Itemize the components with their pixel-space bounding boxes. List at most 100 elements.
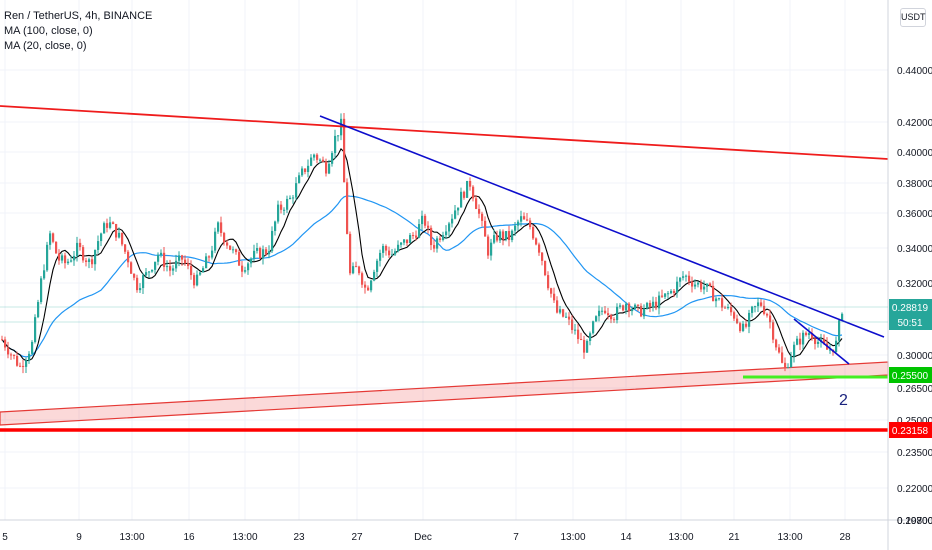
candle-body <box>202 268 205 273</box>
candle-body <box>418 224 421 238</box>
candle-body <box>652 301 655 308</box>
candle-body <box>562 309 565 317</box>
candle-body <box>433 245 436 249</box>
x-tick-label: 5 <box>2 532 8 543</box>
candle-body <box>379 252 382 261</box>
candle-body <box>553 293 556 301</box>
candle-body <box>694 284 697 287</box>
candle-body <box>679 277 682 282</box>
candle-body <box>22 365 25 367</box>
legend-ma100[interactable]: MA (100, close, 0) <box>4 25 93 37</box>
candle-body <box>145 272 148 276</box>
candle-body <box>196 274 199 286</box>
grid <box>0 0 888 521</box>
x-tick-label: 23 <box>293 532 305 543</box>
candle-body <box>736 318 739 324</box>
candle-body <box>34 317 37 342</box>
candle-body <box>718 298 721 300</box>
candle-body <box>334 135 337 154</box>
candle-body <box>727 306 730 309</box>
candle-body <box>811 333 814 339</box>
candle-body <box>43 270 46 279</box>
currency-button[interactable]: USDT <box>900 8 926 27</box>
candle-body <box>421 215 424 225</box>
candle-body <box>577 329 580 340</box>
candle-body <box>439 238 442 240</box>
candle-body <box>430 227 433 246</box>
upper-resistance-line <box>0 105 889 160</box>
candle-body <box>640 305 643 317</box>
candle-body <box>814 338 817 344</box>
candle-body <box>298 175 301 184</box>
candle-body <box>235 249 238 253</box>
y-tick-label: 0.34000 <box>897 244 932 255</box>
candle-body <box>16 355 19 366</box>
candle-body <box>688 275 691 282</box>
candle-body <box>781 352 784 363</box>
candle-body <box>112 222 115 225</box>
candle-body <box>685 275 688 277</box>
candle-body <box>52 233 55 242</box>
candle-body <box>295 183 298 198</box>
candle-body <box>706 283 709 287</box>
candle-body <box>514 225 517 231</box>
price-marker-label: 0.23158 <box>892 426 929 437</box>
price-marker-label: 50:51 <box>897 318 922 329</box>
candle-body <box>370 280 373 291</box>
candle-body <box>565 316 568 318</box>
trendlines[interactable] <box>0 105 889 432</box>
x-tick-label: 13:00 <box>668 532 693 543</box>
candle-body <box>646 302 649 309</box>
candle-body <box>67 261 70 264</box>
candle-body <box>190 265 193 276</box>
y-tick-label: 0.19700 <box>897 516 932 527</box>
candle-body <box>631 308 634 312</box>
candle-body <box>25 360 28 367</box>
candle-body <box>436 238 439 249</box>
candlesticks[interactable] <box>1 112 844 374</box>
candle-body <box>109 222 112 228</box>
candle-body <box>142 275 145 289</box>
candle-body <box>70 260 73 262</box>
candle-body <box>574 329 577 331</box>
price-markers: 0.28819 50:51 0.25500 0.23158 <box>0 299 932 438</box>
candle-body <box>265 249 268 255</box>
candle-body <box>328 163 331 174</box>
candle-body <box>616 306 619 321</box>
candle-body <box>286 198 289 210</box>
candle-body <box>700 282 703 290</box>
candle-body <box>94 249 97 265</box>
candle-body <box>478 208 481 214</box>
candle-body <box>391 254 394 256</box>
candle-body <box>427 225 430 228</box>
y-tick-label: 0.23500 <box>897 448 932 459</box>
candle-body <box>325 161 328 174</box>
legend-symbol[interactable]: Ren / TetherUS, 4h, BINANCE <box>4 10 153 22</box>
y-tick-label: 0.26500 <box>897 384 932 395</box>
candle-body <box>37 302 40 318</box>
candle-body <box>262 249 265 259</box>
candle-body <box>169 266 172 271</box>
legend-ma20[interactable]: MA (20, close, 0) <box>4 40 87 52</box>
ma100-line <box>1 195 843 358</box>
candle-body <box>313 154 316 158</box>
candle-body <box>79 242 82 248</box>
candle-body <box>547 275 550 289</box>
candle-body <box>790 356 793 368</box>
candle-body <box>64 255 67 264</box>
candle-body <box>634 304 637 309</box>
candle-body <box>85 260 88 262</box>
candle-body <box>88 259 91 262</box>
candle-body <box>745 323 748 327</box>
candle-body <box>250 258 253 264</box>
candle-body <box>715 298 718 302</box>
candle-body <box>208 256 211 258</box>
candle-body <box>466 180 469 198</box>
candle-body <box>739 323 742 331</box>
candle-body <box>691 281 694 287</box>
candle-body <box>712 285 715 302</box>
plot-area <box>0 0 888 520</box>
candle-body <box>229 245 232 250</box>
candle-body <box>613 319 616 321</box>
